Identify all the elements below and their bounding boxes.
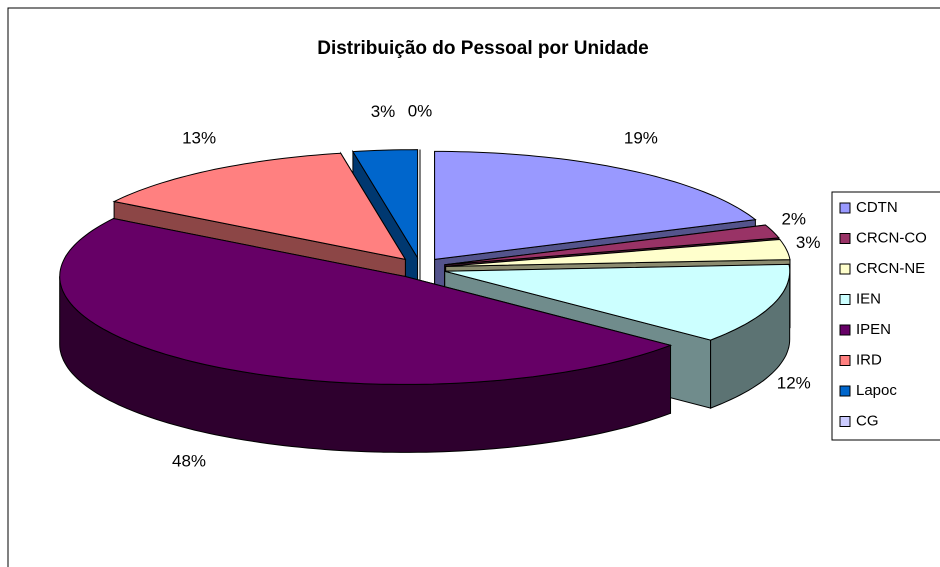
legend: CDTN CRCN-CO CRCN-NE IEN IPEN IRD Lapoc CG [831,191,940,441]
data-label: 3% [796,233,821,252]
legend-label: Lapoc [856,382,897,399]
data-label: 48% [172,452,206,471]
legend-swatch [839,233,851,244]
slice [352,149,419,260]
legend-label: CDTN [856,199,898,216]
slice [112,152,407,261]
data-label: 12% [777,374,811,393]
slice [445,238,791,267]
slice [434,150,757,260]
legend-swatch [839,294,851,305]
legend-swatch [839,355,851,366]
slice [59,217,673,385]
legend-swatch [839,202,851,214]
slice [444,263,791,341]
data-label: 2% [781,209,806,228]
slice [444,224,780,266]
legend-swatch [839,385,851,397]
data-label: 3% [371,102,396,121]
legend-label: CRCN-CO [856,229,927,246]
legend-swatch [839,416,851,427]
data-label: 19% [624,128,658,147]
legend-label: IPEN [856,321,891,338]
legend-label: IEN [856,290,881,307]
chart-title: Distribuição do Pessoal por Unidade [317,38,649,59]
legend-swatch [839,263,851,275]
legend-swatch [839,324,851,336]
legend-label: CRCN-NE [856,260,925,277]
data-label: 0% [408,101,433,120]
legend-label: IRD [856,351,882,368]
legend-label: CG [856,412,879,429]
data-label: 13% [182,128,216,147]
